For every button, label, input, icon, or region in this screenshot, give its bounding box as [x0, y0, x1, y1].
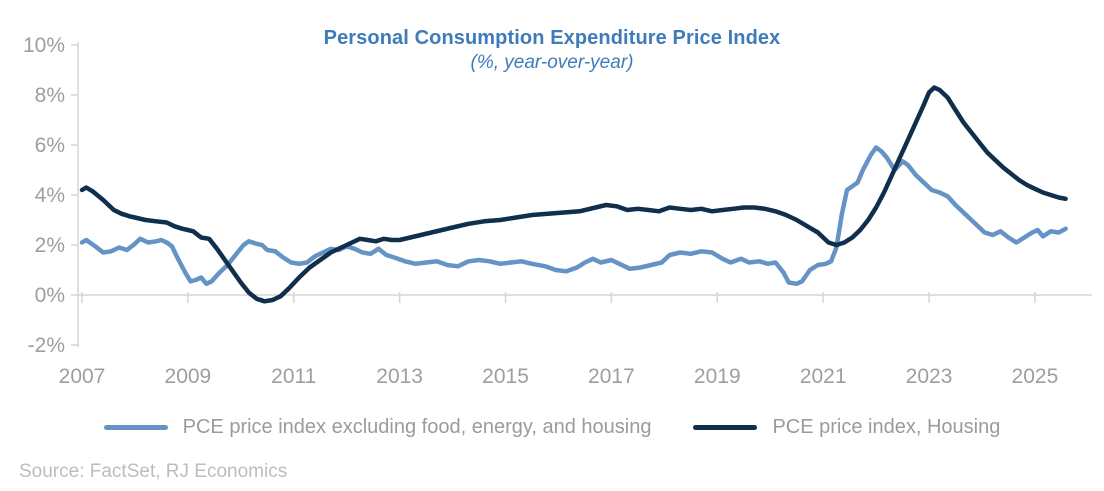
x-tick-label: 2025: [1012, 365, 1059, 388]
x-tick-label: 2019: [694, 365, 741, 388]
legend-label-housing-pce: PCE price index, Housing: [772, 416, 1001, 438]
x-tick-label: 2013: [376, 365, 423, 388]
legend-label-core-pce: PCE price index excluding food, energy, …: [182, 416, 652, 438]
x-tick-label: 2011: [271, 365, 316, 388]
x-tick-label: 2015: [482, 365, 529, 388]
legend-item-housing-pce: PCE price index, Housing: [693, 416, 1000, 439]
series-line-pce-ex-food-energy-housing: [79, 145, 1068, 287]
x-tick-label: 2009: [165, 365, 212, 388]
x-tick-label: 2007: [59, 365, 106, 388]
y-tick-label: 10%: [23, 34, 65, 57]
x-tick-label: 2017: [588, 365, 635, 388]
y-tick-label: -2%: [28, 334, 65, 357]
y-tick-label: 8%: [35, 84, 65, 107]
y-tick-label: 2%: [35, 234, 65, 257]
line-swatch-icon: [693, 425, 758, 430]
x-tick-label: 2023: [906, 365, 953, 388]
y-tick-label: 4%: [35, 184, 65, 207]
y-tick-label: 0%: [35, 284, 65, 307]
legend-item-core-pce: PCE price index excluding food, energy, …: [103, 416, 652, 439]
y-tick-label: 6%: [35, 134, 65, 157]
chart-legend: PCE price index excluding food, energy, …: [0, 416, 1104, 439]
x-tick-label: 2021: [800, 365, 847, 388]
source-text: Source: FactSet, RJ Economics: [19, 461, 288, 482]
line-swatch-icon: [103, 425, 168, 430]
series-line-pce-housing: [79, 85, 1068, 304]
